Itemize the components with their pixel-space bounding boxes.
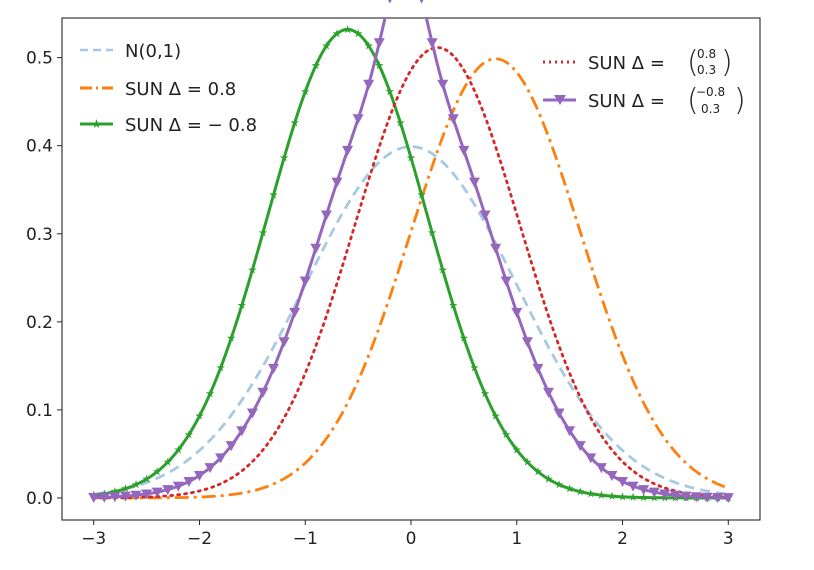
series-4-marker: [215, 453, 227, 464]
series-4-marker: [606, 470, 618, 481]
legend-label-normal: N(0,1): [125, 41, 181, 62]
series-4-marker: [458, 145, 470, 156]
series-4-marker: [511, 307, 523, 318]
series-4-marker: [638, 485, 650, 496]
series-4-marker: [521, 337, 533, 348]
series-4-marker: [627, 481, 639, 492]
y-tick-label: 0.1: [26, 401, 53, 421]
series-4-marker: [352, 114, 364, 125]
series-4-marker: [373, 38, 385, 49]
legend-matrix-top: 0.8: [697, 47, 716, 61]
series-4-marker: [130, 490, 142, 501]
series-4-marker: [447, 114, 459, 125]
series-4-marker: [490, 243, 502, 254]
series-4-marker: [574, 441, 586, 452]
series-4-marker: [119, 491, 131, 502]
series-4-marker: [289, 307, 301, 318]
series-4-marker: [479, 210, 491, 221]
y-axis: 0.0 0.1 0.2 0.3 0.4 0.5: [26, 49, 62, 509]
series-4-marker: [542, 387, 554, 398]
series-4-marker: [320, 210, 332, 221]
series-4-marker: [193, 470, 205, 481]
series-4-marker: [225, 441, 237, 452]
series-line-0: [93, 145, 729, 496]
y-tick-label: 0.4: [26, 137, 53, 157]
x-tick-label: 0: [406, 529, 417, 549]
series-4-marker: [553, 408, 565, 419]
series-4-marker: [183, 477, 195, 488]
series-4-marker: [88, 492, 100, 503]
series-4-marker: [468, 177, 480, 188]
series-4-marker: [204, 463, 216, 474]
series-4-marker: [98, 492, 110, 503]
x-tick-label: 3: [723, 529, 734, 549]
legend-label-sun-matrix-pos: SUN Δ =: [588, 53, 665, 74]
series-4-marker: [419, 0, 424, 4]
series-4-marker: [363, 79, 375, 90]
series-4-marker: [310, 243, 322, 254]
series-4-marker: [659, 489, 671, 500]
x-axis: −3 −2 −1 0 1 2 3: [81, 520, 734, 549]
legend-matrix-bottom: 0.3: [697, 63, 716, 77]
series-4-marker: [342, 145, 354, 156]
series-4-marker: [691, 492, 703, 503]
x-tick-label: 1: [511, 529, 522, 549]
legend-paren-close: ): [721, 45, 733, 80]
y-tick-label: 0.3: [26, 225, 53, 245]
marker-group: [88, 0, 734, 504]
y-tick-label: 0.0: [26, 489, 53, 509]
x-tick-label: 2: [617, 529, 628, 549]
legend-matrix-top-2: −0.8: [696, 85, 725, 99]
series-4-marker: [437, 79, 449, 90]
series-4-marker: [617, 477, 629, 488]
series-4-marker: [712, 492, 724, 503]
series-4-marker: [532, 363, 544, 374]
legend-triangle-marker: [554, 95, 566, 105]
series-4-marker: [648, 487, 660, 498]
legend-label-sun-matrix-neg: SUN Δ =: [588, 91, 665, 112]
legend-paren-close-2: ): [734, 83, 746, 118]
series-4-marker: [426, 38, 438, 49]
series-4-marker: [722, 493, 734, 504]
series-4-marker: [236, 426, 248, 437]
series-line-1: [93, 57, 729, 500]
legend-label-sun-neg: SUN Δ = − 0.8: [125, 115, 257, 136]
legend-left: N(0,1) SUN Δ = 0.8 SUN Δ = − 0.8: [80, 41, 257, 136]
series-4-marker: [172, 481, 184, 492]
plot-area: [61, 17, 761, 521]
legend-matrix-bottom-2: 0.3: [701, 102, 720, 116]
y-tick-label: 0.2: [26, 313, 53, 333]
series-4-marker: [278, 337, 290, 348]
series-4-marker: [257, 387, 269, 398]
series-4-marker: [585, 453, 597, 464]
series-4-marker: [387, 0, 392, 4]
series-line-3: [92, 46, 730, 500]
series-4-marker: [109, 492, 121, 503]
series-4-marker: [595, 463, 607, 474]
legend-label-sun-pos: SUN Δ = 0.8: [125, 79, 236, 100]
series-4-marker: [162, 485, 174, 496]
series-4-marker: [268, 363, 280, 374]
series-4-marker: [680, 491, 692, 502]
series-4-marker: [151, 487, 163, 498]
series-4-marker: [246, 408, 258, 419]
y-tick-label: 0.5: [26, 49, 53, 69]
series-4-marker: [331, 177, 343, 188]
legend-paren-open: (: [687, 45, 699, 80]
series-4-marker: [564, 426, 576, 437]
x-tick-label: −1: [293, 529, 318, 549]
series-4-marker: [141, 489, 153, 500]
x-tick-label: −2: [187, 529, 212, 549]
series-4-marker: [299, 276, 311, 287]
x-tick-label: −3: [81, 529, 106, 549]
series-4-marker: [500, 276, 512, 287]
legend-right: SUN Δ = ( 0.8 0.3 ) SUN Δ = ( −0.8 0.3 ): [543, 45, 746, 118]
series-4-marker: [701, 492, 713, 503]
series-4-marker: [669, 490, 681, 501]
legend-paren-open-2: (: [687, 83, 699, 118]
